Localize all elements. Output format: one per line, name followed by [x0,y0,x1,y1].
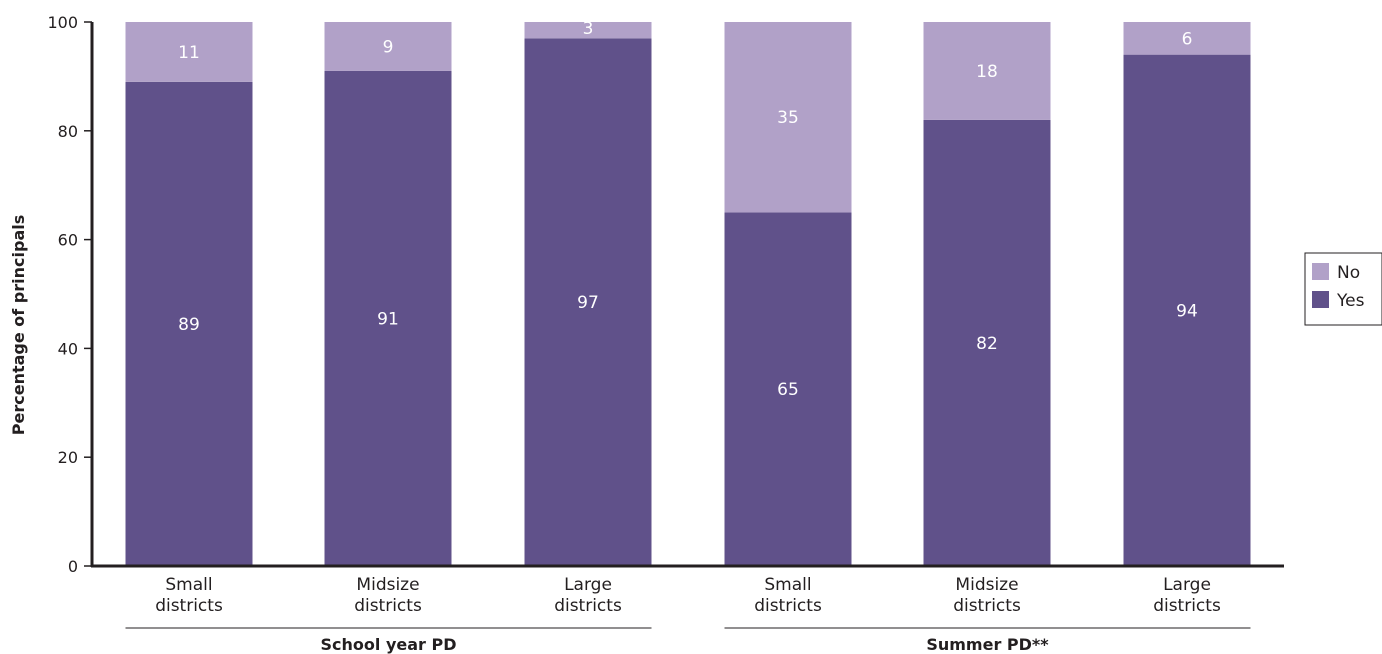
y-tick-label: 0 [68,557,78,576]
legend-label-yes: Yes [1336,291,1365,311]
data-label-no-0: 11 [178,43,200,63]
bar-no-3 [724,22,852,213]
x-tick-label-line: districts [354,596,422,616]
x-tick-label-4: Midsize districts [953,575,1021,616]
x-tick-label-line: Midsize [356,575,419,595]
bar-yes-4 [923,119,1051,567]
x-tick-label-3: Small districts [754,575,822,616]
x-tick-label-line: Small [165,575,212,595]
bar-yes-1 [324,70,452,567]
x-tick-label-line: Midsize [955,575,1018,595]
x-tick-label-5: Large districts [1153,575,1221,616]
data-label-no-5: 6 [1182,29,1193,49]
x-tick-label-line: districts [554,596,622,616]
data-label-yes-3: 65 [777,380,799,400]
bar-no-2 [524,22,652,39]
bar-no-0 [125,22,253,82]
x-tick-label-line: Large [564,575,612,595]
x-tick-label-0: Small districts [155,575,223,616]
x-tick-label-line: Small [764,575,811,595]
x-tick-label-2: Large districts [554,575,622,616]
bar-yes-3 [724,212,852,566]
y-axis-title: Percentage of principals [9,215,28,435]
data-label-no-1: 9 [383,37,394,57]
bar-no-4 [923,22,1051,120]
x-tick-label-line: districts [1153,596,1221,616]
bars [125,22,1251,567]
group-labels: School year PD Summer PD** [125,627,1251,654]
group-label-0: School year PD [321,635,457,654]
y-tick-label: 100 [47,13,78,32]
y-tick-label: 20 [58,448,78,467]
bar-yes-5 [1123,54,1251,566]
y-tick-label: 60 [58,231,78,250]
data-label-no-4: 18 [976,62,998,82]
legend: No Yes [1304,252,1382,326]
data-label-yes-5: 94 [1176,301,1198,321]
x-tick-label-line: districts [953,596,1021,616]
y-tick-label: 40 [58,339,78,358]
data-label-yes-0: 89 [178,315,200,335]
bar-yes-0 [125,81,253,566]
data-label-no-3: 35 [777,108,799,128]
data-label-yes-4: 82 [976,334,998,354]
x-tick-label-line: Large [1163,575,1211,595]
x-tick-label-line: districts [155,596,223,616]
y-axis-ticks: 0 20 40 60 80 100 [47,13,92,576]
x-tick-label-line: districts [754,596,822,616]
bar-no-5 [1123,22,1251,55]
group-label-1: Summer PD** [926,635,1049,654]
data-label-no-2: 3 [583,19,594,39]
data-label-yes-2: 97 [577,293,599,313]
legend-label-no: No [1337,263,1360,283]
bar-no-1 [324,22,452,71]
legend-swatch-yes [1312,291,1329,308]
legend-swatch-no [1312,263,1329,280]
y-tick-label: 80 [58,122,78,141]
bar-yes-2 [524,38,652,566]
value-labels: 89 11 91 9 97 3 65 35 82 18 94 6 [178,19,1198,400]
data-label-yes-1: 91 [377,309,399,329]
x-tick-label-1: Midsize districts [354,575,422,616]
